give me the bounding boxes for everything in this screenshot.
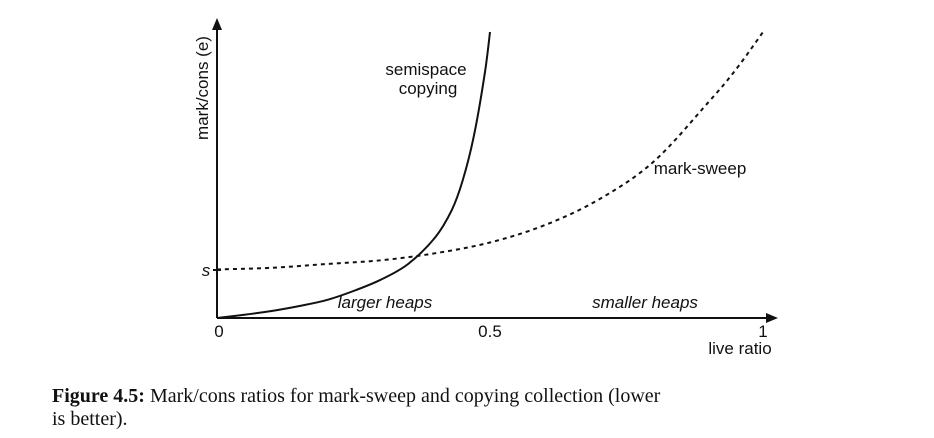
- caption-text-line1: Mark/cons ratios for mark-sweep and copy…: [144, 385, 661, 407]
- x-axis-arrow: [766, 313, 778, 323]
- y-tick-label-s: s: [202, 261, 211, 280]
- label-smaller-heaps: smaller heaps: [592, 293, 698, 312]
- x-tick-label-0: 0: [214, 322, 223, 341]
- y-axis-label: mark/cons (e): [193, 36, 212, 140]
- label-mark-sweep: mark-sweep: [654, 159, 747, 178]
- label-semispace: semispace: [385, 60, 466, 79]
- caption-label: Figure 4.5:: [52, 385, 145, 407]
- figure-caption: Figure 4.5: Mark/cons ratios for mark-sw…: [52, 385, 912, 431]
- label-copying: copying: [399, 79, 458, 98]
- x-tick-label-1: 1: [758, 322, 767, 341]
- y-axis-arrow: [212, 18, 222, 30]
- x-tick-label-0-5: 0.5: [478, 322, 502, 341]
- x-axis-label: live ratio: [708, 339, 771, 358]
- series-semispace-copying-line: [216, 31, 491, 319]
- series-mark-sweep-line: [216, 31, 764, 271]
- curves: [216, 31, 764, 319]
- caption-text-line2: is better).: [52, 408, 128, 430]
- label-larger-heaps: larger heaps: [338, 293, 433, 312]
